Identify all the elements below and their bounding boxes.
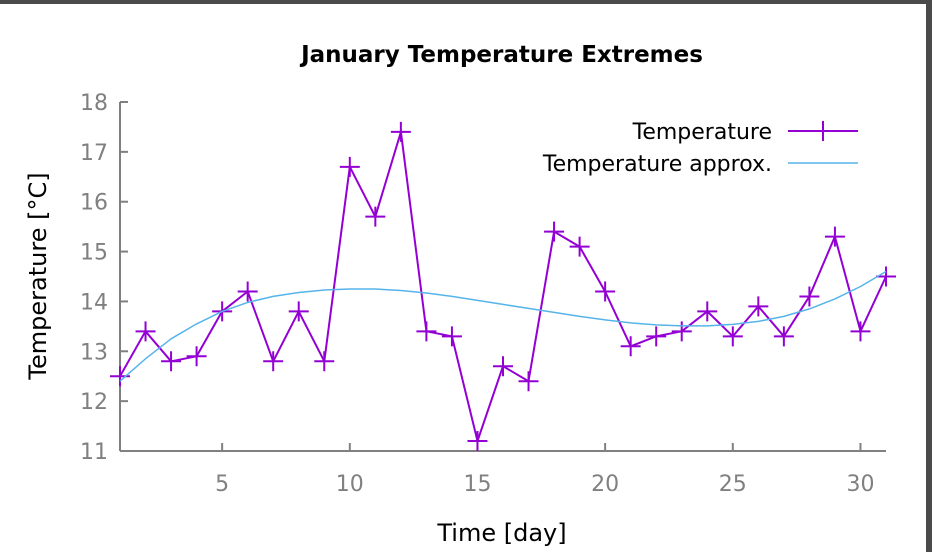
data-point-marker <box>722 326 743 347</box>
data-point-marker <box>850 321 871 342</box>
data-point-marker <box>467 431 488 452</box>
legend: Temperature Temperature approx. <box>542 120 858 177</box>
x-tick-label: 25 <box>719 472 747 497</box>
y-tick-label: 14 <box>80 290 108 315</box>
series-layer <box>110 121 896 452</box>
data-point-marker <box>518 371 539 392</box>
data-point-marker <box>697 301 718 322</box>
data-point-marker <box>876 266 896 287</box>
data-point-marker <box>365 206 386 227</box>
y-tick-label: 17 <box>80 141 108 166</box>
y-tick-label: 18 <box>80 91 108 116</box>
x-axis-label: Time [day] <box>436 519 566 547</box>
data-point-marker <box>773 326 794 347</box>
data-point-marker <box>110 366 130 387</box>
axes: 11 12 13 14 15 16 17 18 5 10 15 20 25 30 <box>80 91 886 497</box>
window-frame-top <box>0 0 932 4</box>
y-tick-label: 15 <box>80 241 108 266</box>
data-point-marker <box>135 321 156 342</box>
x-tick-label: 5 <box>215 472 229 497</box>
data-point-marker <box>441 326 462 347</box>
chart-title: January Temperature Extremes <box>299 42 703 68</box>
data-point-marker <box>390 121 411 142</box>
series-line-approx <box>119 270 887 382</box>
data-point-marker <box>799 286 820 307</box>
x-tick-label: 30 <box>846 472 874 497</box>
data-point-marker <box>186 346 207 367</box>
x-tick-label: 10 <box>336 472 364 497</box>
data-point-marker <box>288 301 309 322</box>
data-point-marker <box>646 326 667 347</box>
data-point-marker <box>620 336 641 357</box>
data-point-marker <box>161 351 182 372</box>
y-axis-label: Temperature [°C] <box>24 172 52 380</box>
x-tick-label: 15 <box>463 472 491 497</box>
y-tick-label: 11 <box>80 440 108 465</box>
data-point-marker <box>263 351 284 372</box>
legend-label: Temperature <box>632 120 772 145</box>
data-point-marker <box>824 226 845 247</box>
y-tick-label: 13 <box>80 340 108 365</box>
data-point-marker <box>237 281 258 302</box>
data-point-marker <box>314 351 335 372</box>
data-point-marker <box>671 321 692 342</box>
x-tick-label: 20 <box>591 472 619 497</box>
data-point-marker <box>416 321 437 342</box>
window-frame-right <box>926 0 932 552</box>
series-line-temperature <box>119 130 887 442</box>
y-tick-label: 16 <box>80 191 108 216</box>
data-point-marker <box>493 356 513 377</box>
legend-label: Temperature approx. <box>542 152 772 177</box>
data-point-marker <box>339 156 360 177</box>
data-point-marker <box>595 281 616 302</box>
data-point-marker <box>748 296 769 317</box>
data-point-marker <box>544 221 565 242</box>
data-point-marker <box>569 236 590 257</box>
y-tick-label: 12 <box>80 390 108 415</box>
legend-marker <box>813 121 833 141</box>
